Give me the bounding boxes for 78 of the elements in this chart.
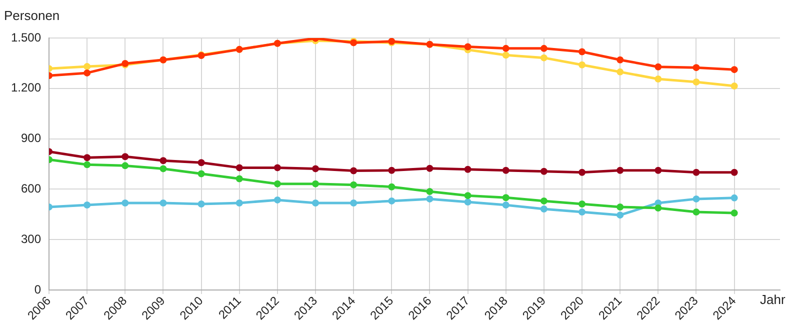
point: [236, 175, 243, 182]
point: [160, 165, 167, 172]
point: [160, 157, 167, 164]
point: [274, 196, 281, 204]
point: [122, 199, 129, 206]
point: [350, 181, 358, 188]
point: [426, 188, 434, 196]
point: [84, 69, 91, 76]
point: [730, 210, 738, 217]
y-tick-label: 300: [20, 232, 42, 246]
point: [616, 56, 624, 64]
point: [578, 208, 586, 216]
point: [692, 168, 700, 176]
x-axis-title: Jahr: [760, 292, 786, 308]
point: [312, 165, 320, 172]
point: [160, 199, 167, 206]
point: [350, 199, 358, 206]
point: [236, 199, 243, 206]
y-tick-label: 1.500: [10, 30, 42, 44]
point: [236, 164, 243, 172]
point: [692, 78, 700, 86]
point: [198, 200, 205, 208]
point: [730, 194, 738, 202]
point: [654, 63, 662, 70]
point: [84, 161, 91, 168]
point: [540, 44, 548, 52]
point: [692, 208, 700, 216]
y-tick-label: 0: [34, 282, 42, 296]
point: [692, 64, 700, 72]
point: [730, 82, 738, 90]
point: [312, 180, 320, 188]
point: [84, 63, 91, 70]
point: [464, 198, 472, 206]
point: [540, 168, 548, 175]
point: [616, 212, 624, 219]
y-tick-label: 900: [20, 131, 42, 146]
point: [122, 153, 129, 160]
point: [426, 195, 434, 202]
point: [502, 166, 510, 174]
point: [502, 201, 510, 208]
point: [616, 166, 624, 174]
point: [540, 197, 548, 204]
point: [426, 164, 434, 172]
y-tick-label: 1.200: [10, 80, 42, 95]
point: [388, 183, 396, 190]
point: [198, 170, 205, 178]
point: [654, 166, 662, 174]
y-axis-title: Personen: [4, 8, 60, 23]
point: [350, 167, 358, 174]
point: [654, 204, 662, 212]
point: [84, 154, 91, 162]
point: [274, 180, 281, 188]
point: [502, 44, 510, 52]
point: [122, 162, 129, 170]
point: [578, 168, 586, 176]
point: [540, 206, 548, 213]
point: [388, 166, 396, 174]
point: [84, 201, 91, 208]
point: [730, 168, 738, 176]
point: [730, 66, 738, 74]
point: [578, 61, 586, 68]
point: [540, 54, 548, 62]
point: [616, 204, 624, 211]
point: [578, 200, 586, 208]
point: [502, 194, 510, 202]
point: [274, 164, 281, 172]
point: [578, 48, 586, 56]
point: [692, 195, 700, 202]
point: [198, 159, 205, 166]
point: [312, 199, 320, 206]
point: [616, 68, 624, 76]
point: [464, 43, 472, 50]
point: [464, 166, 472, 173]
y-tick-label: 600: [20, 182, 42, 196]
point: [464, 192, 472, 200]
point: [654, 75, 662, 82]
point: [502, 52, 510, 59]
point: [388, 197, 396, 204]
